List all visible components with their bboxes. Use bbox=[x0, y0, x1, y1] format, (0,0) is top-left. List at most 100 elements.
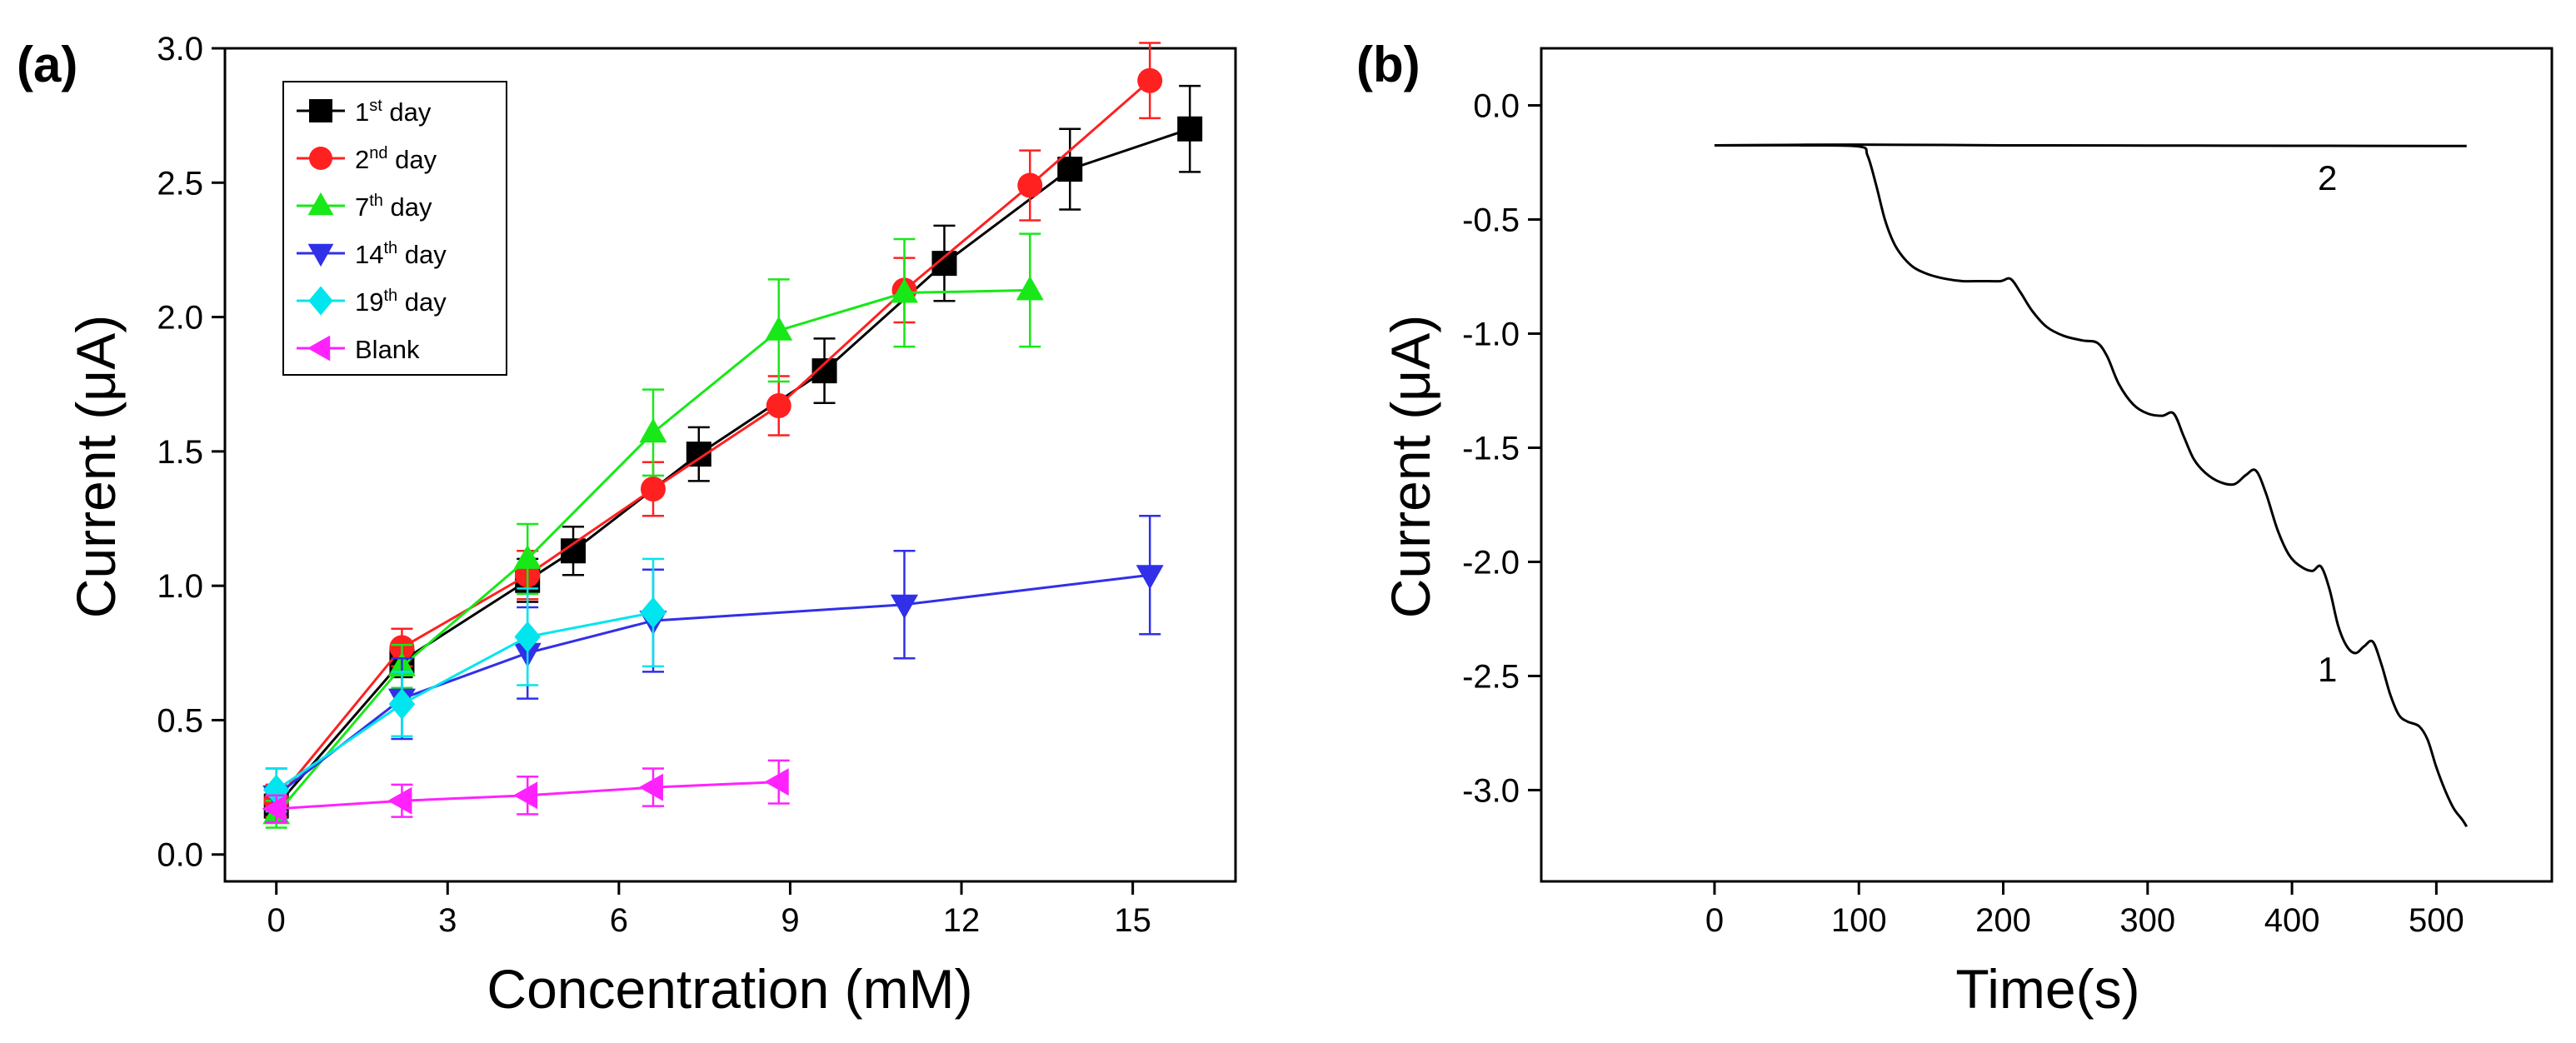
legend-item-19th-day: 19th day bbox=[297, 286, 447, 317]
data-point-1st-day bbox=[1057, 157, 1083, 182]
data-point-14th-day bbox=[891, 594, 919, 619]
panel-a-series bbox=[262, 42, 1203, 829]
legend-marker bbox=[307, 335, 331, 362]
panel-b-plot-frame bbox=[1540, 47, 2554, 883]
series-line-14th-day bbox=[275, 573, 1151, 796]
data-point-2nd-day bbox=[766, 393, 791, 419]
panel-b-y-tick-label: 0.0 bbox=[1473, 87, 1520, 124]
panel-b-ticks bbox=[1528, 103, 2438, 895]
data-point-blank bbox=[638, 773, 663, 801]
panel-b-y-axis-title: Current (μA) bbox=[1380, 315, 1441, 618]
panel-b-series bbox=[1714, 143, 2469, 828]
panel-a-tick-labels: 0 3 6 9 12 15 0.0 0.5 1.0 1.5 2.0 2.5 3.0 bbox=[157, 31, 1151, 939]
data-point-7th-day bbox=[513, 544, 542, 569]
panel-a-plot-frame bbox=[223, 47, 1237, 883]
curve-1 bbox=[1714, 143, 2469, 828]
legend-label: 19th day bbox=[355, 287, 447, 317]
legend-item-14th-day: 14th day bbox=[297, 239, 447, 269]
legend-label: 1st day bbox=[355, 97, 432, 127]
panel-a-y-tick-label: 0.0 bbox=[157, 837, 203, 874]
legend-marker bbox=[308, 286, 333, 316]
curve-label-2: 2 bbox=[2318, 158, 2337, 197]
panel-a-x-tick-label: 0 bbox=[267, 902, 286, 939]
legend-label: Blank bbox=[355, 335, 420, 364]
legend-item-blank: Blank bbox=[297, 335, 420, 364]
data-point-1st-day bbox=[931, 251, 957, 277]
curve-2 bbox=[1714, 143, 2467, 147]
data-point-1st-day bbox=[1177, 116, 1203, 142]
legend-marker bbox=[309, 99, 332, 122]
panel-a-y-tick-label: 2.0 bbox=[157, 300, 203, 337]
panel-a-ticks bbox=[212, 47, 1135, 895]
legend-symbol bbox=[297, 286, 345, 316]
data-point-19th-day bbox=[640, 596, 666, 629]
data-point-7th-day bbox=[639, 418, 667, 443]
legend-symbol bbox=[297, 192, 345, 216]
panel-a-x-axis-title: Concentration (mM) bbox=[487, 958, 972, 1020]
data-point-blank bbox=[387, 786, 412, 815]
panel-b-y-tick-label: -2.5 bbox=[1462, 658, 1520, 695]
data-point-2nd-day bbox=[1137, 67, 1163, 93]
panel-a: (a) 0 3 6 9 12 15 0.0 0.5 1.0 1.5 2.0 2.5 3.0 Concen… bbox=[17, 31, 1237, 1020]
data-point-2nd-day bbox=[1017, 172, 1043, 198]
data-point-blank bbox=[512, 781, 538, 810]
legend-item-7th-day: 7th day bbox=[297, 192, 432, 222]
data-point-19th-day bbox=[388, 688, 416, 720]
panel-b-y-tick-label: -0.5 bbox=[1462, 202, 1520, 238]
data-point-1st-day bbox=[811, 358, 837, 384]
panel-b-x-axis-title: Time(s) bbox=[1955, 958, 2139, 1020]
legend-marker bbox=[307, 243, 334, 267]
panel-b-x-tick-label: 200 bbox=[1975, 902, 2031, 939]
legend-label: 14th day bbox=[355, 239, 447, 269]
legend-symbol bbox=[297, 147, 345, 170]
legend-symbol bbox=[297, 243, 345, 267]
legend-marker bbox=[309, 147, 332, 170]
series-line-19th-day bbox=[275, 611, 654, 791]
legend-frame bbox=[282, 81, 507, 376]
panel-b-y-tick-label: -3.0 bbox=[1462, 772, 1520, 809]
series-blank bbox=[262, 759, 790, 824]
legend-symbol bbox=[297, 335, 345, 362]
panel-a-y-tick-label: 0.5 bbox=[157, 702, 203, 739]
panel-a-y-tick-label: 1.5 bbox=[157, 434, 203, 471]
panel-b-x-tick-label: 400 bbox=[2264, 902, 2320, 939]
panel-a-label: (a) bbox=[17, 37, 77, 92]
series-line-2nd-day bbox=[275, 79, 1151, 802]
data-point-blank bbox=[764, 768, 789, 796]
data-point-7th-day bbox=[1016, 276, 1044, 301]
data-point-14th-day bbox=[1136, 565, 1164, 590]
panel-a-x-tick-label: 12 bbox=[943, 902, 981, 939]
panel-a-x-tick-label: 15 bbox=[1114, 902, 1151, 939]
legend-item-1st-day: 1st day bbox=[297, 97, 432, 127]
data-point-19th-day bbox=[514, 621, 541, 653]
panel-b-x-tick-label: 500 bbox=[2409, 902, 2464, 939]
legend-marker bbox=[307, 192, 334, 216]
data-point-7th-day bbox=[891, 278, 919, 303]
data-point-2nd-day bbox=[640, 477, 666, 502]
panel-b: (b) 0 100 200 300 400 500 0.0 -0.5 -1.0 -1.5 -2.0 -… bbox=[1356, 37, 2554, 1020]
panel-b-tick-labels: 0 100 200 300 400 500 0.0 -0.5 -1.0 -1.5 -2.0 -2.5 -… bbox=[1462, 87, 2464, 939]
legend-item-2nd-day: 2nd day bbox=[297, 144, 437, 174]
panel-b-x-tick-label: 300 bbox=[2119, 902, 2175, 939]
panel-a-x-tick-label: 6 bbox=[610, 902, 628, 939]
panel-b-label: (b) bbox=[1356, 37, 1420, 92]
panel-a-y-axis-title: Current (μA) bbox=[65, 315, 127, 618]
panel-a-y-tick-label: 1.0 bbox=[157, 568, 203, 605]
legend-label: 7th day bbox=[355, 192, 432, 222]
legend-label: 2nd day bbox=[355, 144, 437, 174]
data-point-1st-day bbox=[561, 538, 587, 564]
panel-a-x-tick-label: 3 bbox=[438, 902, 457, 939]
panel-b-x-tick-label: 100 bbox=[1831, 902, 1887, 939]
panel-b-y-tick-label: -1.0 bbox=[1462, 316, 1520, 352]
panel-a-y-tick-label: 3.0 bbox=[157, 31, 203, 67]
panel-b-y-tick-label: -2.0 bbox=[1462, 544, 1520, 581]
data-point-blank bbox=[262, 795, 287, 823]
panel-a-legend: 1st day 2nd day 7th day 14th day 19th da… bbox=[282, 81, 507, 376]
legend-symbol bbox=[297, 99, 345, 122]
data-point-7th-day bbox=[765, 316, 793, 341]
curve-label-1: 1 bbox=[2318, 650, 2337, 689]
series-19th-day bbox=[262, 557, 666, 813]
panel-a-x-tick-label: 9 bbox=[781, 902, 799, 939]
legend-items: 1st day 2nd day 7th day 14th day 19th da… bbox=[297, 97, 447, 364]
